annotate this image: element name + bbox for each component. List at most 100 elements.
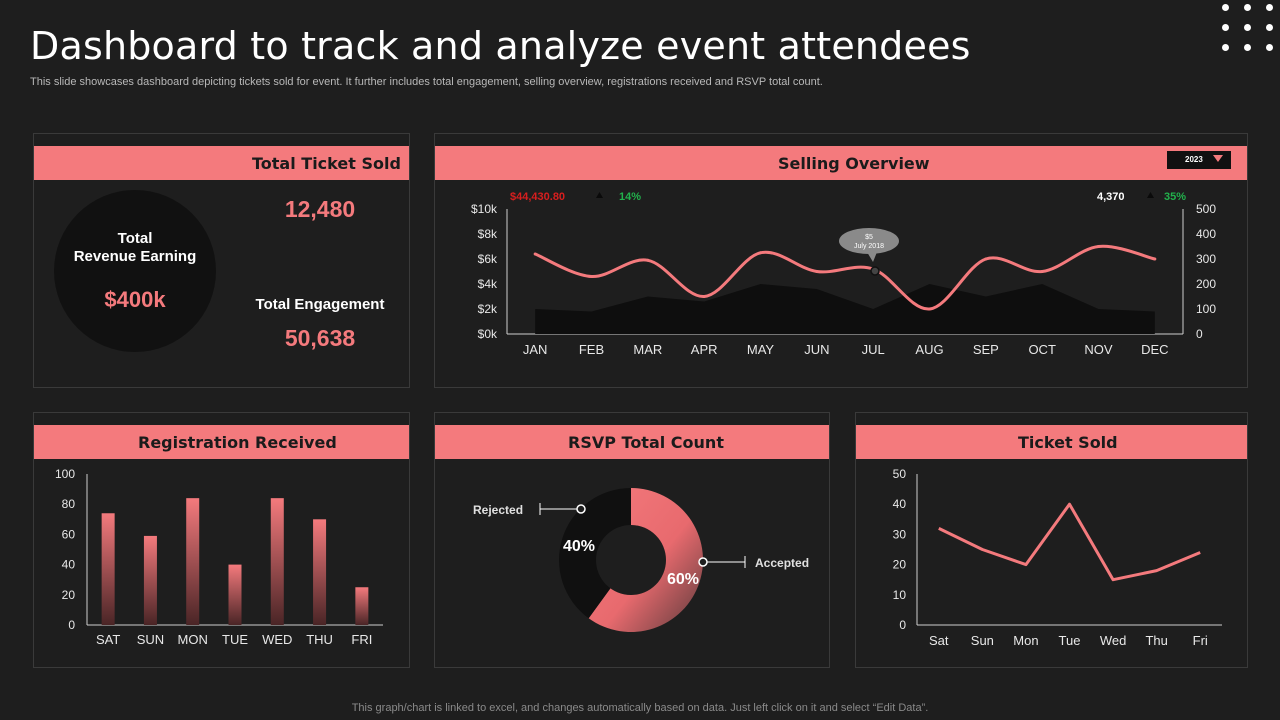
accepted-percent: 60% (667, 571, 699, 588)
selling-left-tick: $2k (478, 302, 498, 316)
sales-point (702, 295, 706, 298)
registration-x-tick: WED (262, 632, 292, 647)
ticket-sold-header: Ticket Sold (856, 425, 1247, 459)
year-dropdown[interactable]: 2023 (1167, 151, 1231, 169)
selling-left-change: 14% (619, 191, 641, 203)
registration-y-tick: 0 (68, 618, 75, 632)
ticket-sold-x-tick: Sun (971, 633, 994, 648)
ticket-sold-x-tick: Mon (1013, 633, 1038, 648)
sales-point (815, 270, 819, 273)
rejected-label: Rejected (473, 503, 523, 517)
registration-bar[interactable] (313, 519, 327, 625)
ticket-sold-line (938, 502, 1201, 582)
selling-right-tick: 400 (1196, 227, 1216, 241)
selling-right-tick: 200 (1196, 277, 1216, 291)
rsvp-panel: RSVP Total Count Rejected Accepted 40% 6… (434, 412, 830, 668)
accepted-label: Accepted (755, 556, 809, 570)
selling-left-tick: $0k (478, 327, 498, 341)
rsvp-title: RSVP Total Count (568, 433, 724, 452)
sales-point (646, 258, 650, 262)
selling-tooltip: $5 July 2018 (839, 228, 899, 262)
revenue-circle (54, 190, 216, 352)
registration-title: Registration Received (138, 433, 337, 452)
registration-chart: 0 20 40 60 80 100 SAT SUN MON TUE WED THU FRI (55, 467, 383, 647)
ticket-sold-y-tick: 20 (893, 558, 907, 572)
attendees-area (535, 284, 1155, 334)
selling-left-tick: $6k (478, 252, 498, 266)
registration-bar[interactable] (228, 564, 242, 625)
tickets-sold-value: 12,480 (284, 196, 356, 222)
ticket-sold-y-tick: 10 (893, 588, 907, 602)
registration-bar[interactable] (355, 587, 369, 625)
selling-x-tick: FEB (579, 342, 604, 357)
revenue-value: $400k (104, 287, 166, 312)
sales-point (1153, 257, 1157, 261)
ticket-summary-panel: Total Ticket Sold Total Revenue Earning … (33, 133, 410, 388)
selling-right-change: 35% (1164, 191, 1186, 203)
registration-x-tick: TUE (222, 632, 248, 647)
accepted-marker[interactable] (698, 557, 708, 567)
selling-x-tick: SEP (973, 342, 999, 357)
sales-point (984, 257, 988, 261)
rsvp-donut-chart: Rejected Accepted 40% 60% (473, 488, 809, 632)
registration-y-tick: 100 (55, 467, 75, 481)
registration-x-tick: MON (178, 632, 208, 647)
registration-bar[interactable] (186, 498, 200, 625)
registration-bar[interactable] (101, 513, 115, 625)
ticket-sold-x-tick: Sat (929, 633, 949, 648)
registration-x-tick: FRI (351, 632, 372, 647)
selling-x-tick: AUG (915, 342, 943, 357)
selling-x-tick: JUN (804, 342, 829, 357)
revenue-label-line2: Revenue Earning (73, 248, 197, 265)
ticket-sold-y-tick: 30 (893, 527, 907, 541)
footer-note: This graph/chart is linked to excel, and… (351, 702, 929, 714)
selling-left-tick: $4k (478, 277, 498, 291)
selling-right-tick: 0 (1196, 327, 1203, 341)
engagement-value: 50,638 (284, 325, 356, 351)
engagement-label: Total Engagement (255, 296, 385, 313)
ticket-sold-y-tick: 40 (893, 497, 907, 511)
rejected-percent: 40% (563, 538, 595, 555)
ticket-sold-panel: Ticket Sold 0 10 20 30 40 50 Sat Sun Mon Tue Wed Th… (855, 412, 1248, 668)
selling-x-tick: NOV (1084, 342, 1113, 357)
registration-y-tick: 80 (62, 497, 76, 511)
selling-right-triangle-icon (1147, 192, 1154, 198)
selling-left-triangle-icon (596, 192, 603, 198)
selling-overview-panel: Selling Overview 2023 $44,430.80 14% 4,3… (434, 133, 1248, 388)
selling-overview-chart: $44,430.80 14% 4,370 35% $0k $2k $4k $6k $8k… (471, 191, 1216, 357)
registration-y-tick: 40 (62, 558, 76, 572)
registration-bar[interactable] (270, 498, 284, 625)
selling-x-tick: JUL (862, 342, 885, 357)
tooltip-date: July 2018 (854, 243, 884, 250)
selling-left-tick: $8k (478, 227, 498, 241)
selling-left-tick: $10k (471, 202, 498, 216)
page-title: Dashboard to track and analyze event att… (30, 24, 971, 68)
ticket-sold-x-tick: Tue (1059, 633, 1081, 648)
selling-right-tick: 100 (1196, 302, 1216, 316)
tooltip-value: $5 (865, 234, 873, 241)
ticket-sold-x-tick: Wed (1100, 633, 1127, 648)
selling-x-tick: MAR (633, 342, 662, 357)
sales-point (928, 307, 931, 311)
selling-right-stat: 4,370 (1097, 191, 1125, 203)
selling-x-tick: JAN (523, 342, 548, 357)
rsvp-slice-rejected[interactable] (558, 488, 631, 619)
selling-left-stat: $44,430.80 (510, 191, 565, 203)
year-dropdown-value: 2023 (1185, 155, 1203, 164)
registration-y-tick: 60 (62, 527, 76, 541)
selling-x-tick: OCT (1028, 342, 1056, 357)
sales-point (590, 275, 593, 278)
sales-point (533, 252, 537, 256)
selling-right-tick: 500 (1196, 202, 1216, 216)
registration-x-tick: SAT (96, 632, 120, 647)
revenue-label-line1: Total (117, 230, 153, 247)
ticket-sold-x-tick: Thu (1145, 633, 1167, 648)
rejected-marker[interactable] (576, 504, 586, 514)
ticket-sold-y-tick: 0 (899, 618, 906, 632)
tooltip-marker[interactable] (870, 266, 880, 276)
registration-x-tick: THU (306, 632, 333, 647)
donut-hole (596, 525, 666, 595)
selling-overview-header: Selling Overview 2023 (435, 146, 1247, 180)
ticket-sold-chart: 0 10 20 30 40 50 Sat Sun Mon Tue Wed Thu Fri (893, 467, 1222, 648)
registration-bar[interactable] (143, 535, 157, 625)
